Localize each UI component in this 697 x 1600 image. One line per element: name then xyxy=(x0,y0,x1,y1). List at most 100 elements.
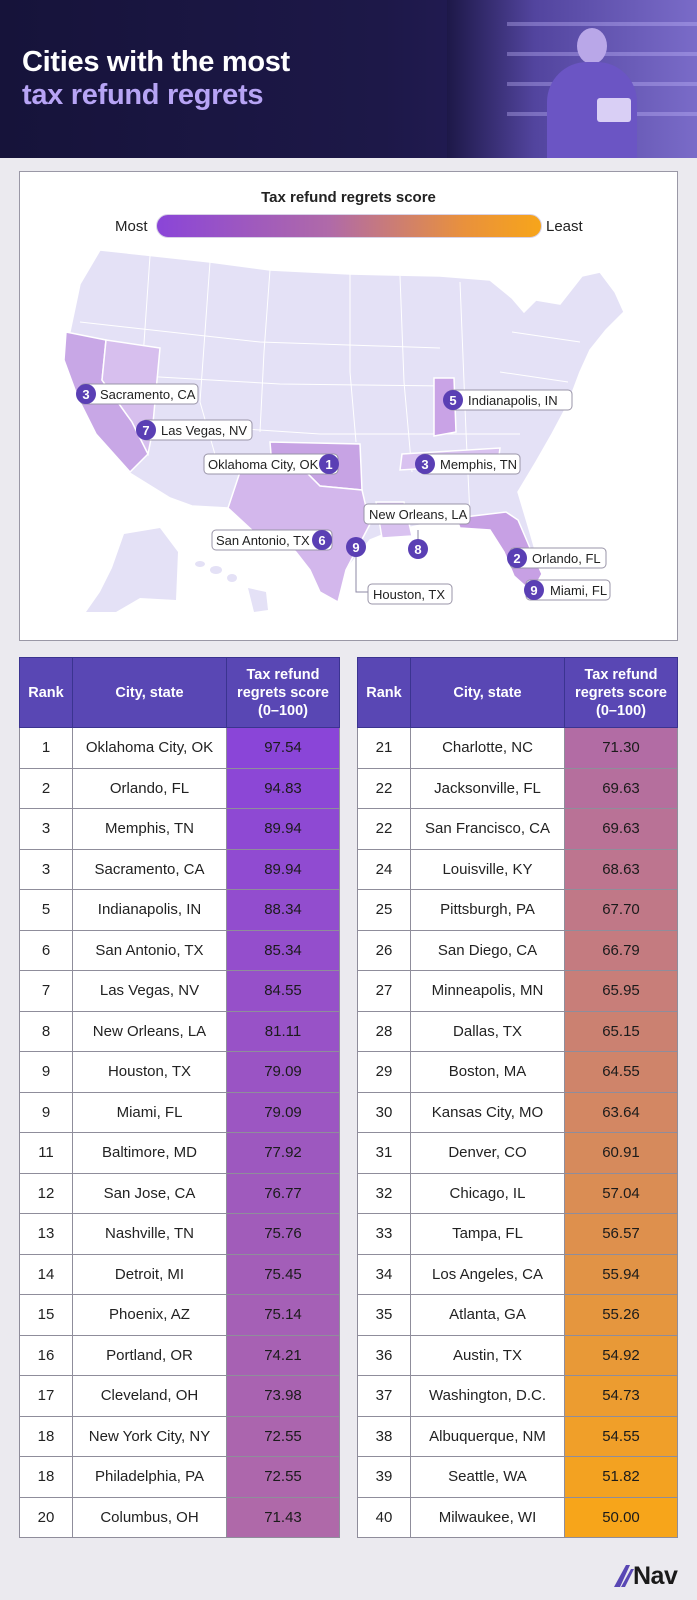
map-label-rank: 9 xyxy=(352,540,359,555)
table-row: 25 Pittsburgh, PA 67.70 xyxy=(357,889,678,931)
map-label-city: Oklahoma City, OK xyxy=(208,457,319,472)
header-score-line2: regrets score xyxy=(575,684,667,701)
table-row: 17 Cleveland, OH 73.98 xyxy=(19,1375,340,1417)
cell-rank: 22 xyxy=(357,808,411,850)
table-row: 3 Sacramento, CA 89.94 xyxy=(19,848,340,890)
cell-city: San Antonio, TX xyxy=(72,929,227,971)
cell-score: 50.00 xyxy=(564,1496,678,1538)
cell-rank: 11 xyxy=(19,1132,73,1174)
legend-gradient-bar xyxy=(156,214,542,238)
cell-score: 57.04 xyxy=(564,1172,678,1214)
cell-score: 77.92 xyxy=(226,1132,340,1174)
cell-city: Miami, FL xyxy=(72,1091,227,1133)
header-score: Tax refund regrets score (0–100) xyxy=(564,657,678,728)
cell-city: Indianapolis, IN xyxy=(72,889,227,931)
cell-score: 75.14 xyxy=(226,1294,340,1336)
us-map: 3 Sacramento, CA 7 Las Vegas, NV Oklahom… xyxy=(63,249,625,612)
cell-rank: 32 xyxy=(357,1172,411,1214)
cell-city: Cleveland, OH xyxy=(72,1375,227,1417)
cell-rank: 33 xyxy=(357,1213,411,1255)
cell-score: 94.83 xyxy=(226,767,340,809)
header-score-line3: (0–100) xyxy=(596,702,646,719)
cell-city: Orlando, FL xyxy=(72,767,227,809)
map-label-memphis: 3 Memphis, TN xyxy=(415,453,521,475)
cell-city: San Francisco, CA xyxy=(410,808,565,850)
table-row: 1 Oklahoma City, OK 97.54 xyxy=(19,727,340,769)
cell-score: 85.34 xyxy=(226,929,340,971)
cell-score: 67.70 xyxy=(564,889,678,931)
cell-score: 69.63 xyxy=(564,808,678,850)
table-row: 12 San Jose, CA 76.77 xyxy=(19,1172,340,1214)
cell-city: Los Angeles, CA xyxy=(410,1253,565,1295)
table-row: 5 Indianapolis, IN 88.34 xyxy=(19,889,340,931)
table-row: 31 Denver, CO 60.91 xyxy=(357,1132,678,1174)
cell-score: 65.95 xyxy=(564,970,678,1012)
cell-rank: 26 xyxy=(357,929,411,971)
ranking-table-right: Rank City, state Tax refund regrets scor… xyxy=(357,657,678,1538)
cell-score: 65.15 xyxy=(564,1010,678,1052)
cell-rank: 38 xyxy=(357,1415,411,1457)
cell-rank: 21 xyxy=(357,727,411,769)
header-score-line1: Tax refund xyxy=(584,666,658,683)
table-row: 7 Las Vegas, NV 84.55 xyxy=(19,970,340,1012)
cell-score: 64.55 xyxy=(564,1051,678,1093)
cell-city: Baltimore, MD xyxy=(72,1132,227,1174)
cell-score: 56.57 xyxy=(564,1213,678,1255)
map-label-city: Memphis, TN xyxy=(440,457,517,472)
header-score: Tax refund regrets score (0–100) xyxy=(226,657,340,728)
cell-score: 75.45 xyxy=(226,1253,340,1295)
cell-city: Charlotte, NC xyxy=(410,727,565,769)
map-label-rank: 8 xyxy=(414,542,421,557)
cell-city: Washington, D.C. xyxy=(410,1375,565,1417)
cell-score: 55.26 xyxy=(564,1294,678,1336)
cell-score: 76.77 xyxy=(226,1172,340,1214)
map-label-rank: 2 xyxy=(513,551,520,566)
cell-rank: 16 xyxy=(19,1334,73,1376)
cell-city: Seattle, WA xyxy=(410,1456,565,1498)
cell-score: 72.55 xyxy=(226,1456,340,1498)
nav-logo-text: Nav xyxy=(633,1562,678,1590)
map-label-city: Orlando, FL xyxy=(532,551,601,566)
ranking-table-left: Rank City, state Tax refund regrets scor… xyxy=(19,657,340,1538)
table-row: 29 Boston, MA 64.55 xyxy=(357,1051,678,1093)
table-row: 40 Milwaukee, WI 50.00 xyxy=(357,1496,678,1538)
cell-score: 74.21 xyxy=(226,1334,340,1376)
cell-city: Detroit, MI xyxy=(72,1253,227,1295)
cell-score: 72.55 xyxy=(226,1415,340,1457)
cell-rank: 14 xyxy=(19,1253,73,1295)
cell-rank: 22 xyxy=(357,767,411,809)
cell-city: Nashville, TN xyxy=(72,1213,227,1255)
cell-rank: 17 xyxy=(19,1375,73,1417)
cell-city: Dallas, TX xyxy=(410,1010,565,1052)
cell-score: 97.54 xyxy=(226,727,340,769)
map-label-city: Houston, TX xyxy=(373,587,445,602)
table-row: 3 Memphis, TN 89.94 xyxy=(19,808,340,850)
table-row: 33 Tampa, FL 56.57 xyxy=(357,1213,678,1255)
page-title-line2: tax refund regrets xyxy=(22,79,264,111)
map-label-orlando: 2 Orlando, FL xyxy=(507,547,607,569)
map-label-rank: 3 xyxy=(421,457,428,472)
cell-city: Sacramento, CA xyxy=(72,848,227,890)
cell-score: 71.43 xyxy=(226,1496,340,1538)
cell-rank: 9 xyxy=(19,1091,73,1133)
cell-rank: 9 xyxy=(19,1051,73,1093)
cell-city: New Orleans, LA xyxy=(72,1010,227,1052)
table-row: 36 Austin, TX 54.92 xyxy=(357,1334,678,1376)
table-row: 9 Miami, FL 79.09 xyxy=(19,1091,340,1133)
table-row: 20 Columbus, OH 71.43 xyxy=(19,1496,340,1538)
hawaii-islands xyxy=(195,561,268,612)
cell-rank: 20 xyxy=(19,1496,73,1538)
table-row: 8 New Orleans, LA 81.11 xyxy=(19,1010,340,1052)
cell-score: 79.09 xyxy=(226,1091,340,1133)
table-row: 32 Chicago, IL 57.04 xyxy=(357,1172,678,1214)
legend-least-label: Least xyxy=(546,218,583,235)
cell-score: 54.73 xyxy=(564,1375,678,1417)
cell-city: Philadelphia, PA xyxy=(72,1456,227,1498)
map-label-indianapolis: 5 Indianapolis, IN xyxy=(443,389,573,411)
cell-score: 89.94 xyxy=(226,808,340,850)
table-row: 15 Phoenix, AZ 75.14 xyxy=(19,1294,340,1336)
cell-rank: 3 xyxy=(19,848,73,890)
cell-score: 54.92 xyxy=(564,1334,678,1376)
map-label-city: Indianapolis, IN xyxy=(468,393,558,408)
header-banner: Cities with the most tax refund regrets xyxy=(0,0,697,158)
